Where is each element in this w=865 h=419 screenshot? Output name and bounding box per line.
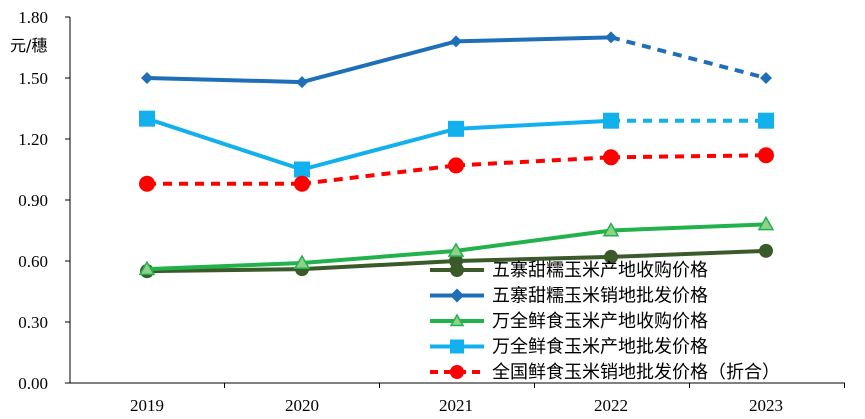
data-point: [758, 112, 774, 129]
legend-item-4: 万全鲜食玉米产地批发价格: [430, 337, 708, 358]
series-line-segment: [145, 267, 304, 274]
data-point: [139, 110, 155, 127]
series-5: [139, 147, 774, 192]
data-point: [603, 149, 619, 166]
legend-label: 五寨甜糯玉米销地批发价格: [492, 286, 708, 307]
series-line-segment: [145, 76, 304, 85]
legend-item-3: 万全鲜食玉米产地收购价格: [430, 311, 708, 332]
data-point: [450, 365, 464, 379]
y-tick-label: 0.00: [18, 374, 48, 393]
legend-item-2: 五寨甜糯玉米销地批发价格: [430, 286, 708, 307]
series-line-segment: [455, 155, 612, 168]
legend-label: 五寨甜糯玉米产地收购价格: [492, 260, 708, 281]
series-line-segment: [454, 118, 613, 131]
x-tick-label: 2021: [439, 396, 473, 415]
y-tick-label: 0.60: [18, 252, 48, 271]
legend: 五寨甜糯玉米产地收购价格五寨甜糯玉米销地批发价格万全鲜食玉米产地收购价格万全鲜食…: [430, 260, 780, 383]
data-point: [604, 249, 618, 264]
data-point: [139, 175, 155, 192]
legend-item-1: 五寨甜糯玉米产地收购价格: [430, 260, 708, 281]
legend-label: 全国鲜食玉米销地批发价格（折合）: [492, 362, 780, 383]
series-line-segment: [609, 248, 768, 259]
y-tick-label: 1.20: [18, 130, 48, 149]
series-line-segment: [454, 35, 613, 44]
y-tick-label: 0.30: [18, 313, 48, 332]
data-point: [757, 215, 775, 231]
y-axis-unit-label: 元/穗: [10, 36, 47, 55]
data-point: [450, 288, 464, 303]
x-tick-label: 2020: [285, 396, 319, 415]
data-point: [450, 263, 464, 277]
legend-label: 万全鲜食玉米产地收购价格: [492, 311, 708, 332]
series-3: [138, 215, 775, 276]
series-line-segment: [609, 222, 768, 233]
series-line-segment: [300, 126, 458, 172]
series-line-segment: [454, 254, 613, 263]
y-tick-label: 0.90: [18, 191, 48, 210]
data-point: [293, 254, 311, 270]
legend-label: 万全鲜食玉米产地批发价格: [492, 337, 708, 358]
data-point: [449, 313, 465, 327]
data-point: [759, 243, 773, 258]
series-layer: [138, 31, 775, 279]
data-point: [450, 35, 462, 48]
data-point: [294, 175, 310, 192]
data-point: [448, 120, 464, 137]
series-line-segment: [454, 228, 613, 253]
data-point: [450, 339, 464, 354]
x-tick-label: 2023: [749, 396, 783, 415]
data-point: [758, 147, 774, 164]
series-line-segment: [300, 259, 458, 272]
legend-item-5: 全国鲜食玉米销地批发价格（折合）: [430, 362, 780, 383]
x-tick-label: 2019: [130, 396, 164, 415]
data-point: [760, 72, 772, 84]
data-point: [294, 161, 310, 178]
data-point: [447, 242, 465, 257]
series-line-segment: [610, 153, 767, 160]
x-tick-label: 2022: [594, 396, 628, 415]
y-tick-label: 1.80: [18, 8, 48, 27]
series-2: [141, 31, 772, 89]
series-line-segment: [301, 163, 457, 186]
series-line-segment: [300, 39, 458, 85]
series-line-segment: [610, 35, 767, 80]
series-4: [139, 110, 774, 178]
data-point: [448, 157, 464, 174]
series-line-segment: [145, 261, 304, 272]
series-line-segment: [300, 248, 458, 266]
y-tick-label: 1.50: [18, 69, 48, 88]
data-point: [602, 221, 620, 237]
axes: 0.00 0.30 0.60 0.90 1.20 1.50 1.80 2019 2020 2021…: [18, 8, 845, 415]
data-point: [138, 260, 156, 276]
data-point: [603, 112, 619, 129]
data-point: [296, 76, 308, 89]
series-line-segment: [145, 116, 304, 172]
data-point: [605, 31, 617, 44]
data-point: [141, 72, 153, 84]
